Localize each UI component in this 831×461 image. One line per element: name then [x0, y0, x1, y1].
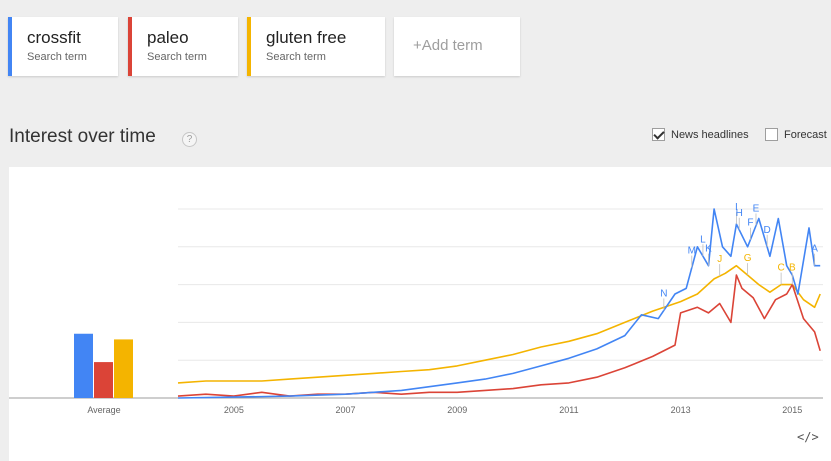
annotation-marker: H	[736, 208, 743, 219]
annotation-marker: C	[777, 263, 784, 274]
annotation-marker: G	[744, 253, 752, 264]
annotation-marker: N	[660, 288, 667, 299]
x-tick-label: 2011	[559, 405, 578, 415]
term-card-paleo[interactable]: paleo Search term	[128, 17, 238, 76]
x-tick-label: 2005	[224, 405, 244, 415]
news-headlines-label: News headlines	[671, 128, 749, 141]
average-bar-gluten-free	[114, 339, 133, 398]
annotation-marker: D	[764, 225, 771, 236]
add-term-label: +Add term	[413, 37, 483, 54]
checkbox-icon[interactable]	[765, 128, 778, 141]
chart-panel: Average 2005 2007 2009 2011 2013 2015 N M L K J I H G F…	[9, 167, 831, 461]
annotation-marker: J	[717, 254, 722, 265]
term-card-gluten-free[interactable]: gluten free Search term	[247, 17, 385, 76]
term-type: Search term	[266, 51, 326, 63]
x-tick-label: 2015	[782, 405, 802, 415]
average-bar-crossfit	[74, 333, 93, 398]
annotation-marker: F	[747, 218, 753, 229]
checkbox-icon[interactable]	[652, 128, 665, 141]
x-tick-label: 2009	[447, 405, 467, 415]
term-name: gluten free	[266, 28, 347, 47]
forecast-checkbox[interactable]: Forecast	[765, 128, 827, 141]
annotation-marker: M	[688, 246, 696, 257]
average-bar-paleo	[94, 362, 113, 398]
annotation-marker: B	[789, 263, 796, 274]
annotation-marker: K	[705, 244, 712, 255]
section-title: Interest over time	[9, 126, 156, 147]
annotation-marker: E	[753, 204, 760, 215]
news-headlines-checkbox[interactable]: News headlines	[652, 128, 749, 141]
average-label: Average	[87, 405, 120, 415]
term-name: paleo	[147, 28, 189, 47]
annotation-marker: A	[811, 244, 818, 255]
help-icon[interactable]: ?	[182, 132, 197, 147]
series-line-crossfit	[177, 208, 821, 399]
embed-code-icon[interactable]: </>	[797, 430, 819, 444]
x-tick-label: 2013	[671, 405, 691, 415]
term-type: Search term	[27, 51, 87, 63]
annotation-marker: I	[735, 202, 738, 213]
forecast-label: Forecast	[784, 128, 827, 141]
term-type: Search term	[147, 51, 207, 63]
series-line-gluten-free	[177, 264, 821, 384]
series-line-paleo	[177, 274, 821, 397]
add-term-button[interactable]: +Add term	[394, 17, 520, 76]
annotation-marker: L	[700, 234, 706, 245]
term-name: crossfit	[27, 28, 81, 47]
x-tick-label: 2007	[336, 405, 356, 415]
term-card-crossfit[interactable]: crossfit Search term	[8, 17, 118, 76]
